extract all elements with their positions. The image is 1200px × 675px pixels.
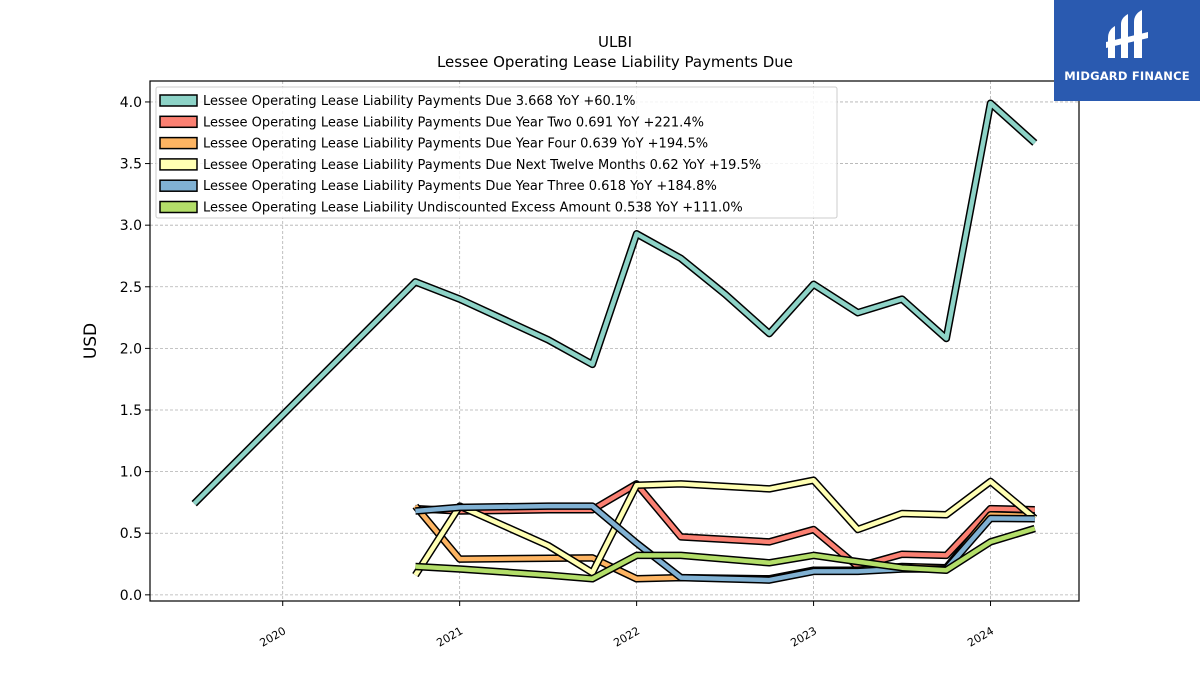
legend-item: Lessee Operating Lease Liability Undisco… <box>159 200 743 216</box>
y-tick-label: 3.0 <box>120 218 142 234</box>
series-1 <box>191 99 1038 507</box>
legend-item: Lessee Operating Lease Liability Payment… <box>159 115 704 130</box>
y-tick-label: 2.0 <box>120 341 142 357</box>
x-tick-label: 2021 <box>434 624 465 649</box>
y-tick-label: 3.5 <box>120 157 142 173</box>
y-tick-label: 2.5 <box>120 280 142 296</box>
legend-label: Lessee Operating Lease Liability Payment… <box>203 179 717 194</box>
series-layer <box>191 99 1038 584</box>
y-tick-label: 4.0 <box>120 95 142 111</box>
legend: Lessee Operating Lease Liability Payment… <box>155 86 838 219</box>
series-4 <box>412 476 1038 578</box>
x-ticks: 2020 2021 2022 2023 2024 <box>257 601 996 650</box>
series-6 <box>415 524 1036 583</box>
y-tick-label: 1.5 <box>120 403 142 419</box>
y-tick-label: 0.0 <box>120 588 142 604</box>
legend-label: Lessee Operating Lease Liability Payment… <box>203 115 704 130</box>
legend-label: Lessee Operating Lease Liability Payment… <box>203 94 636 109</box>
legend-swatch <box>159 179 198 192</box>
plot-frame <box>149 80 1080 602</box>
x-tick-label: 2024 <box>965 624 996 649</box>
series-line <box>192 100 1037 506</box>
legend-swatch <box>159 200 198 214</box>
logo-mark-icon <box>1106 10 1148 58</box>
series-line <box>415 526 1036 582</box>
legend-item: Lessee Operating Lease Liability Payment… <box>159 136 708 152</box>
y-tick-label: 0.5 <box>120 526 142 542</box>
series-line <box>413 477 1037 577</box>
legend-swatch <box>159 136 198 150</box>
legend-swatch <box>159 158 198 171</box>
x-tick-label: 2023 <box>788 624 819 649</box>
legend-swatch <box>159 94 198 107</box>
legend-item: Lessee Operating Lease Liability Payment… <box>159 94 636 109</box>
y-axis-label: USD <box>81 323 101 359</box>
brand-logo: MIDGARD FINANCE <box>1054 0 1200 101</box>
chart-title: ULBI <box>598 33 632 51</box>
legend-label: Lessee Operating Lease Liability Undisco… <box>203 201 743 216</box>
legend-item: Lessee Operating Lease Liability Payment… <box>159 179 717 194</box>
logo-text: MIDGARD FINANCE <box>1064 69 1190 83</box>
x-tick-label: 2020 <box>257 624 288 649</box>
legend-box <box>155 86 838 219</box>
legend-swatch <box>159 115 198 129</box>
y-tick-label: 1.0 <box>120 465 142 481</box>
x-tick-label: 2022 <box>611 624 642 649</box>
legend-item: Lessee Operating Lease Liability Payment… <box>159 158 761 173</box>
legend-label: Lessee Operating Lease Liability Payment… <box>203 137 708 152</box>
y-ticks: 0.0 0.5 1.0 1.5 2.0 2.5 3.0 3.5 4.0 <box>120 95 150 604</box>
legend-label: Lessee Operating Lease Liability Payment… <box>203 158 761 173</box>
chart-subtitle: Lessee Operating Lease Liability Payment… <box>437 53 793 71</box>
